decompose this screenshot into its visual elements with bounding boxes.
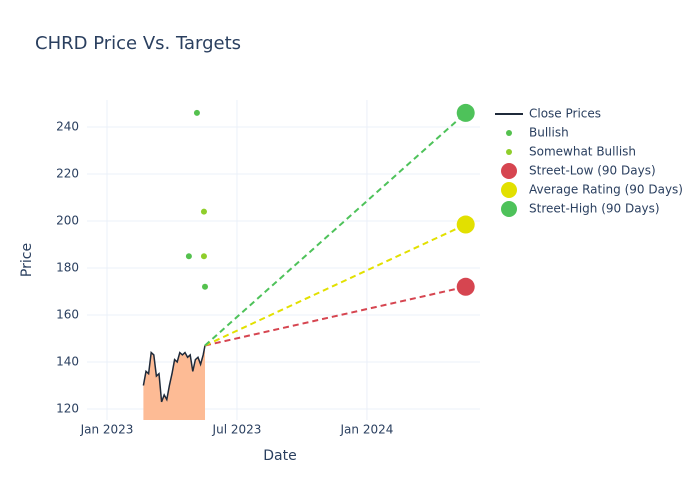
- target-line: [204, 285, 466, 347]
- y-tick-label: 120: [56, 401, 79, 415]
- legend-swatch: [501, 163, 517, 179]
- legend-label: Close Prices: [529, 107, 601, 121]
- legend-label: Street-Low (90 Days): [529, 164, 656, 178]
- x-tick-label: Jan 2023: [80, 423, 134, 437]
- y-axis-label: Price: [19, 243, 35, 277]
- legend-swatch: [506, 149, 512, 155]
- point: [185, 253, 192, 260]
- x-axis-label: Date: [263, 448, 296, 464]
- y-tick-label: 160: [56, 307, 79, 321]
- legend-label: Bullish: [529, 126, 569, 140]
- y-tick-label: 240: [56, 120, 79, 134]
- plot-area: [142, 109, 467, 420]
- target-marker: [456, 103, 475, 122]
- y-tick-label: 140: [56, 354, 79, 368]
- target-marker: [456, 277, 475, 296]
- area: [143, 345, 206, 420]
- target-marker: [456, 215, 475, 234]
- x-tick-label: Jul 2023: [212, 423, 262, 437]
- legend-label: Somewhat Bullish: [529, 145, 636, 159]
- target-line: [204, 223, 467, 347]
- chart-title: CHRD Price Vs. Targets: [35, 33, 241, 54]
- line: [142, 345, 206, 403]
- target-line: [204, 112, 467, 347]
- legend-swatch: [501, 201, 517, 217]
- legend-swatch: [506, 130, 512, 136]
- y-tick-label: 200: [56, 213, 79, 227]
- legend-label: Street-High (90 Days): [529, 202, 660, 216]
- x-tick-label: Jan 2024: [340, 423, 394, 437]
- y-tick-label: 180: [56, 260, 79, 274]
- point: [202, 283, 209, 290]
- legend-label: Average Rating (90 Days): [529, 183, 683, 197]
- point: [193, 109, 200, 116]
- legend-swatch: [501, 182, 517, 198]
- y-tick-label: 220: [56, 167, 79, 181]
- point: [200, 253, 207, 260]
- point: [200, 208, 207, 215]
